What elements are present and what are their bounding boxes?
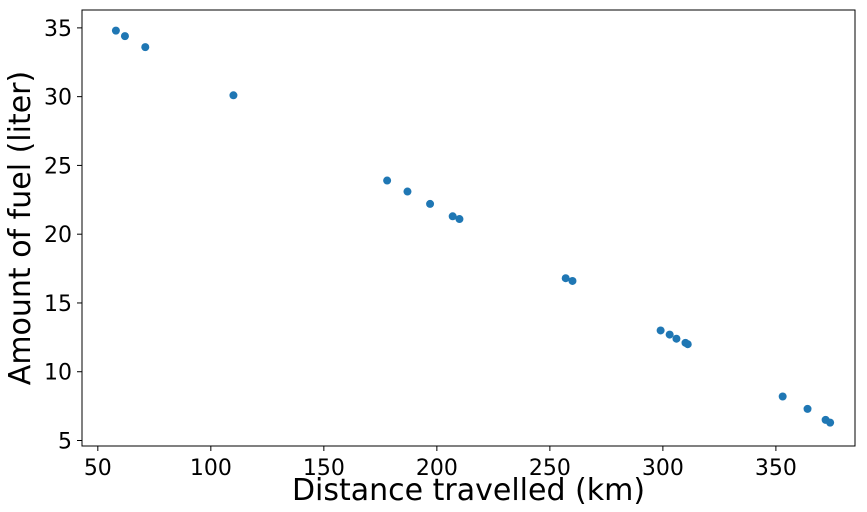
plot-frame — [81, 9, 856, 447]
data-point — [448, 212, 457, 221]
data-point — [826, 418, 835, 427]
data-point — [568, 276, 577, 285]
y-tick-label: 35 — [44, 17, 72, 42]
data-point — [778, 392, 787, 401]
x-axis-label: Distance travelled (km) — [292, 473, 645, 508]
data-point — [672, 334, 681, 343]
data-point — [111, 26, 120, 35]
x-tick-label: 150 — [303, 456, 345, 481]
data-points — [111, 26, 835, 427]
y-tick-label: 5 — [58, 429, 72, 454]
data-point — [803, 404, 812, 413]
data-point — [426, 199, 435, 208]
data-point — [383, 176, 392, 185]
y-tick-label: 30 — [44, 86, 72, 111]
y-axis-ticks: 5 10 15 20 25 30 35 — [44, 17, 82, 454]
y-tick-label: 10 — [44, 361, 72, 386]
data-point — [455, 215, 464, 224]
x-tick-label: 250 — [529, 456, 571, 481]
x-tick-label: 50 — [84, 456, 112, 481]
data-point — [229, 91, 238, 100]
y-axis-label: Amount of fuel (liter) — [3, 71, 38, 385]
data-point — [561, 274, 570, 283]
y-tick-label: 15 — [44, 292, 72, 317]
data-point — [141, 43, 150, 52]
x-tick-label: 100 — [190, 456, 232, 481]
data-point — [656, 326, 665, 335]
x-tick-label: 200 — [416, 456, 458, 481]
x-tick-label: 350 — [755, 456, 797, 481]
data-point — [120, 32, 129, 41]
y-tick-label: 20 — [44, 223, 72, 248]
x-tick-label: 300 — [642, 456, 684, 481]
data-point — [665, 330, 674, 339]
data-point — [403, 187, 412, 196]
x-axis-ticks: 50 100 150 200 250 300 350 — [84, 446, 797, 481]
y-tick-label: 25 — [44, 154, 72, 179]
data-point — [683, 340, 692, 349]
